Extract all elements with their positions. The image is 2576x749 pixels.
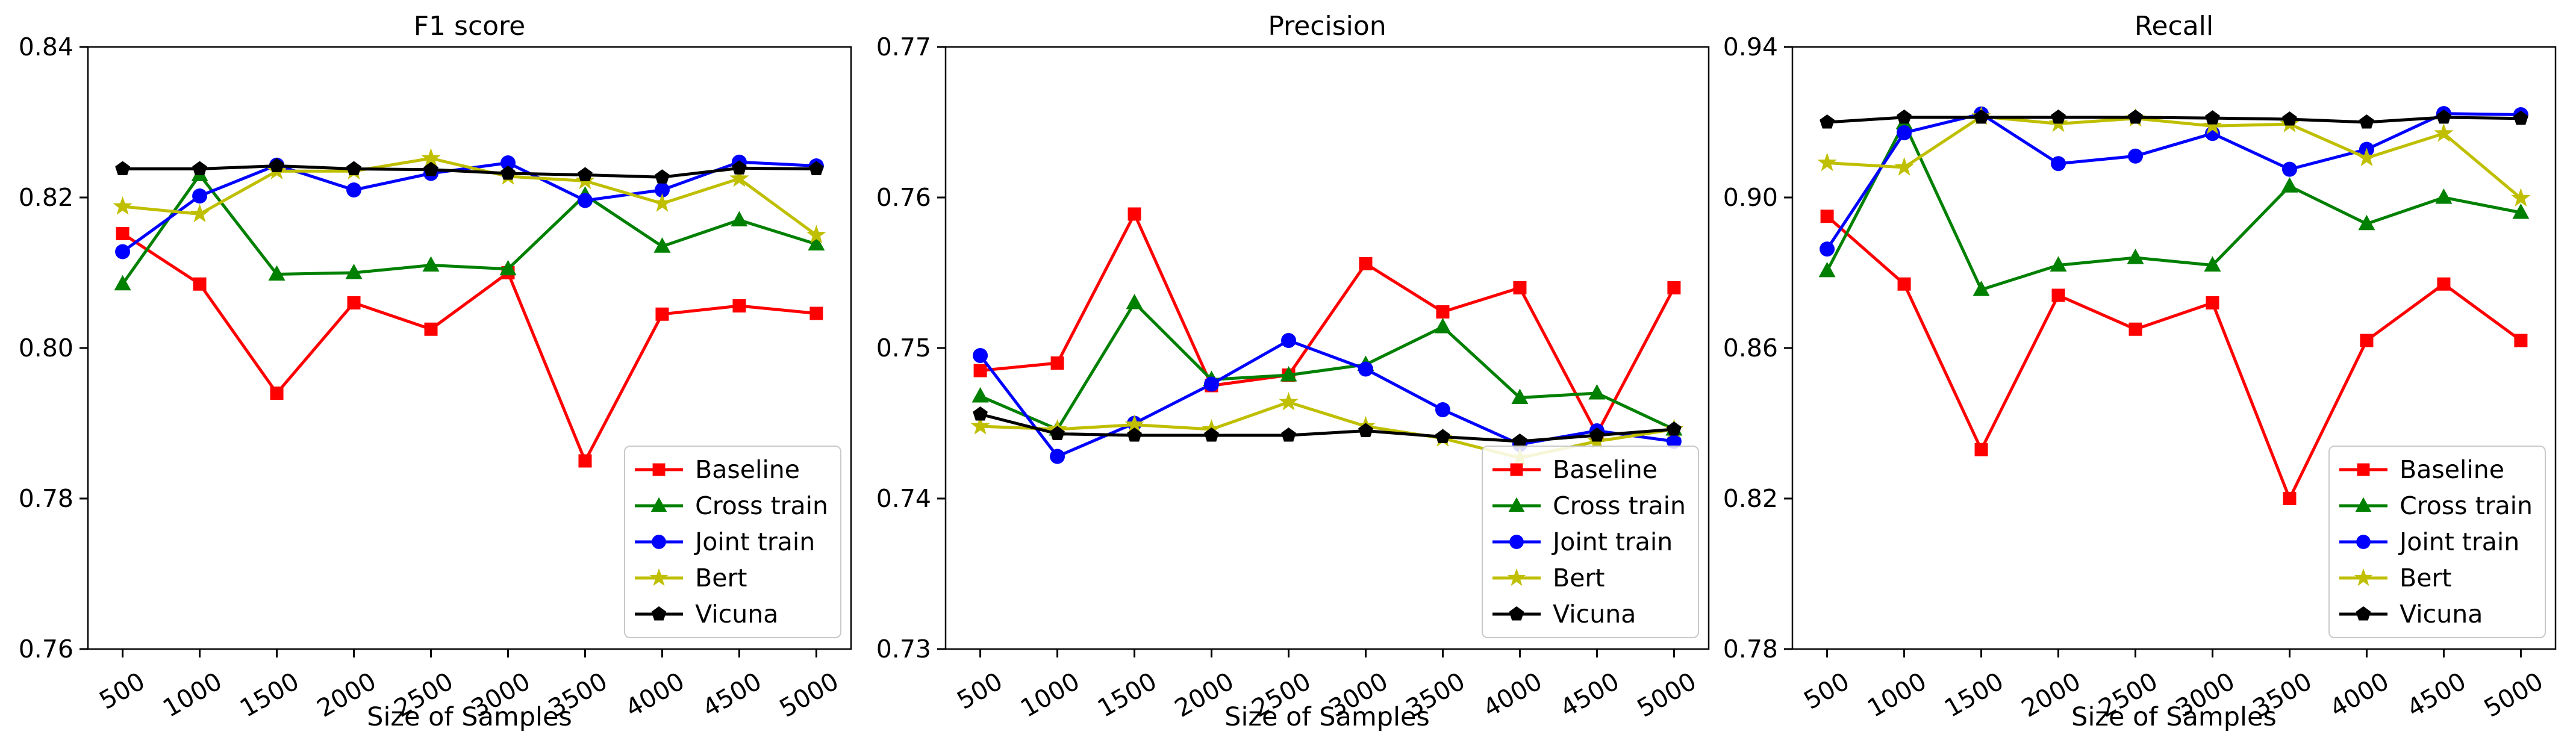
series-line-joint-train [1826,112,2521,250]
y-tick-label: 0.80 [19,334,73,362]
y-tick-label: 0.84 [19,33,73,61]
legend-marker-square-icon [635,463,684,476]
legend-entry-joint-train[interactable]: Joint train [1490,525,1686,559]
legend-label: Joint train [1553,527,1673,556]
legend-marker-square-icon [2339,463,2388,476]
y-tick-label: 0.82 [1723,484,1778,513]
legend-entry-baseline[interactable]: Baseline [2337,453,2533,486]
legend-label: Baseline [2400,455,2504,484]
legend-label: Vicuna [695,600,779,629]
series-line-vicuna [979,412,1674,443]
legend-marker-star-icon [1492,568,1541,586]
series-line-vicuna [1827,116,2521,124]
legend-label: Vicuna [1553,600,1636,629]
legend-label: Bert [1553,564,1605,592]
legend-label: Cross train [2400,491,2533,520]
y-tick-label: 0.94 [1723,33,1778,61]
subplot-precision: Precision Size of Samples Baseline Cross … [946,0,1709,749]
x-axis-title: Size of Samples [367,702,572,732]
legend-marker-pentagon-icon [635,606,684,621]
y-tick-label: 0.77 [876,33,931,61]
legend-label: Bert [2400,564,2452,592]
legend-marker-triangle-icon [2339,497,2388,512]
series-line-bert [1827,115,2522,200]
series-line-cross-train [121,173,817,285]
legend-marker-circle-icon [1492,535,1541,549]
legend-entry-bert[interactable]: Bert [1490,561,1686,595]
legend-entry-vicuna[interactable]: Vicuna [2337,597,2533,631]
series-line-vicuna [122,164,817,179]
chart-title: Recall [2134,11,2214,42]
series-markers-vicuna [973,406,1682,448]
chart-title: Precision [1268,11,1386,42]
y-tick-label: 0.90 [1723,183,1778,212]
legend-entry-joint-train[interactable]: Joint train [632,525,828,559]
legend-label: Vicuna [2400,600,2483,629]
y-tick-label: 0.76 [19,635,73,664]
legend-marker-square-icon [1492,463,1541,476]
legend-marker-circle-icon [635,535,684,549]
y-tick-label: 0.86 [1723,334,1778,362]
legend-entry-bert[interactable]: Bert [2337,561,2533,595]
legend-label: Cross train [1553,491,1686,520]
y-tick-label: 0.75 [876,334,931,362]
legend-entry-cross-train[interactable]: Cross train [2337,489,2533,523]
series-markers-baseline [1820,210,2528,505]
legend-label: Baseline [1553,455,1658,484]
series-line-cross-train [1826,121,2521,291]
legend-entry-bert[interactable]: Bert [632,561,828,595]
subplot-recall: Recall Size of Samples Baseline Cross tra… [1792,0,2556,749]
legend-entry-baseline[interactable]: Baseline [1490,453,1686,486]
x-axis-title: Size of Samples [2071,702,2277,732]
legend-marker-pentagon-icon [2339,606,2388,621]
y-tick-label: 0.78 [19,484,73,513]
legend-marker-triangle-icon [635,497,684,512]
legend-label: Joint train [695,527,816,556]
legend-marker-pentagon-icon [1492,606,1541,621]
legend-entry-vicuna[interactable]: Vicuna [632,597,828,631]
y-tick-label: 0.82 [19,183,73,212]
legend-marker-star-icon [2339,568,2388,586]
series-markers-vicuna [1820,109,2528,129]
subplot-f1-score: F1 score Size of Samples Baseline Cross t… [88,0,851,749]
series-line-baseline [1826,215,2522,500]
y-tick-label: 0.76 [876,183,931,212]
y-tick-label: 0.73 [876,635,931,664]
series-line-cross-train [979,301,1675,431]
legend: Baseline Cross train Joint train Bert Vicuna [624,446,841,638]
y-tick-label: 0.78 [1723,635,1778,664]
legend-entry-cross-train[interactable]: Cross train [632,489,828,523]
legend: Baseline Cross train Joint train Bert Vicuna [2328,446,2546,638]
series-markers-cross-train [114,166,825,291]
series-line-bert [122,157,817,237]
series-markers-vicuna [115,158,824,184]
legend-marker-circle-icon [2339,535,2388,549]
legend-label: Joint train [2400,527,2520,556]
legend-label: Bert [695,564,747,592]
legend: Baseline Cross train Joint train Bert Vicuna [1482,446,1699,638]
y-tick-label: 0.74 [876,484,931,513]
x-axis-title: Size of Samples [1224,702,1430,732]
legend-entry-joint-train[interactable]: Joint train [2337,525,2533,559]
series-markers-cross-train [1818,114,2530,296]
legend-entry-baseline[interactable]: Baseline [632,453,828,486]
series-line-baseline [980,213,1676,435]
legend-label: Baseline [695,455,800,484]
series-line-baseline [122,232,817,462]
legend-entry-cross-train[interactable]: Cross train [1490,489,1686,523]
legend-marker-star-icon [635,568,684,586]
legend-entry-vicuna[interactable]: Vicuna [1490,597,1686,631]
legend-marker-triangle-icon [1492,497,1541,512]
legend-label: Cross train [695,491,828,520]
chart-title: F1 score [413,11,526,42]
